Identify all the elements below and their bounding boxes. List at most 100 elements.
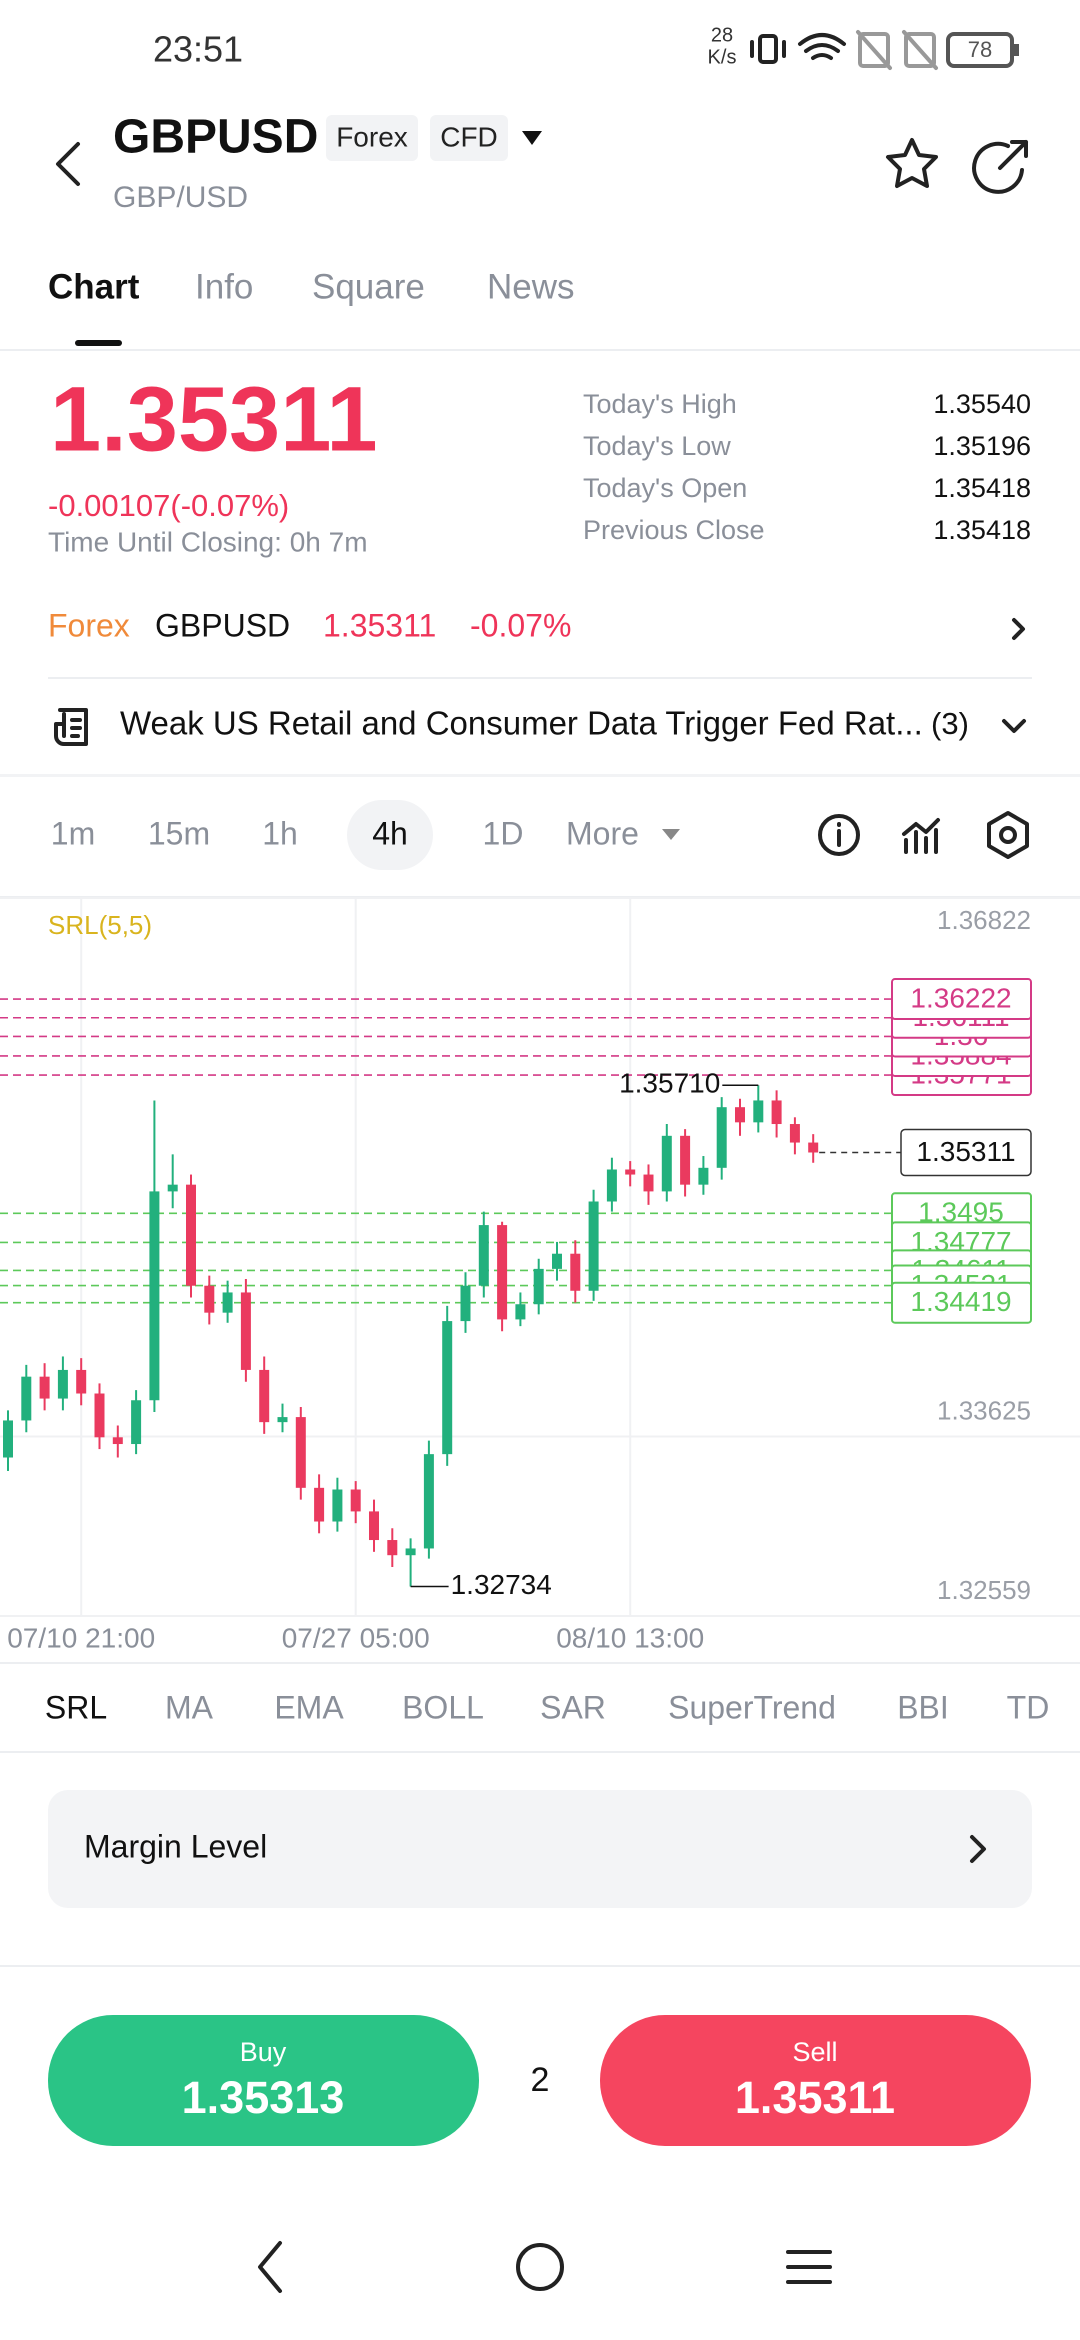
badge-bg [430, 115, 508, 161]
ticker-market: Forex [48, 607, 130, 643]
timeframe[interactable]: 1h [262, 815, 298, 851]
status-icons [750, 30, 1019, 70]
indicator-tab[interactable]: SuperTrend [668, 1689, 836, 1725]
timeframe[interactable]: 4h [372, 815, 408, 851]
candle-body [149, 1191, 160, 1401]
candle-body [789, 1124, 800, 1143]
candle-body [698, 1167, 709, 1185]
candle-body [643, 1174, 654, 1192]
tab[interactable]: News [487, 267, 575, 306]
candle-body [167, 1184, 178, 1192]
candle-body [186, 1184, 196, 1286]
share-button[interactable] [972, 140, 1028, 194]
indicator-label: SRL(5,5) [48, 910, 152, 940]
last-price-label: 1.35311 [916, 1136, 1015, 1167]
status-time: 23:51 [153, 29, 243, 70]
candle-body [222, 1292, 233, 1313]
candle-body [533, 1268, 544, 1305]
tab[interactable]: Chart [48, 267, 140, 306]
badge: CFD [440, 121, 498, 152]
stat-value: 1.35418 [933, 473, 1031, 503]
resistance-label: 1.36222 [910, 982, 1011, 1013]
news-icon [54, 708, 88, 746]
favorite-button[interactable] [886, 138, 938, 188]
indicator-tab[interactable]: TD [1007, 1689, 1050, 1725]
quantity: 2 [531, 2061, 550, 2099]
nav-menu[interactable] [786, 2250, 832, 2284]
buy-button[interactable] [48, 2015, 479, 2146]
closing-time: Time Until Closing: 0h 7m [48, 526, 368, 557]
candle-body [131, 1400, 142, 1445]
candle-body [204, 1285, 215, 1313]
candle-body [423, 1454, 434, 1549]
news-expand[interactable] [1002, 719, 1026, 733]
timeframe[interactable]: 15m [148, 815, 210, 851]
tab[interactable]: Square [312, 267, 425, 306]
resistance-box [891, 978, 1032, 1021]
symbol: GBPUSD [113, 111, 318, 164]
timeframes: 1m 15m 1h 4h 1D More [51, 815, 639, 851]
indicator-tabs: SRL MA EMA BOLL SAR SuperTrend BBI TD [45, 1689, 1049, 1725]
battery-level: 78 [968, 37, 992, 62]
candle-body [76, 1369, 87, 1394]
margin-card[interactable] [48, 1790, 1032, 1908]
indicator-tab[interactable]: BOLL [402, 1689, 484, 1725]
candle-body [661, 1135, 672, 1192]
buy-label: Buy [240, 2037, 287, 2067]
candlestick-chart: 1.36822 1.33625 1.32559 07/10 21:00 07/27 05… [0, 897, 1080, 1653]
subtitle: GBP/USD [113, 181, 248, 214]
candle-body [350, 1489, 361, 1512]
candle-body [277, 1417, 288, 1423]
sell-price: 1.35311 [735, 2072, 895, 2123]
ticker-chevron[interactable] [1012, 618, 1025, 640]
support-label: 1.34419 [910, 1286, 1011, 1317]
high-label: 1.35710 [619, 1068, 720, 1099]
indicator-tab[interactable]: MA [165, 1689, 214, 1725]
indicator-tab[interactable]: SAR [540, 1689, 606, 1725]
candle-body [442, 1321, 453, 1455]
indicator-tab[interactable]: BBI [897, 1689, 949, 1725]
x-tick-label: 07/10 21:00 [7, 1622, 155, 1653]
timeframe-selected [347, 800, 433, 870]
margin-label: Margin Level [84, 1828, 267, 1864]
nav-home[interactable] [516, 2243, 564, 2291]
x-tick-label: 07/27 05:00 [282, 1622, 430, 1653]
candle-body [497, 1225, 508, 1320]
badge-bg [326, 115, 418, 161]
candle-body [771, 1100, 782, 1125]
sell-button[interactable] [600, 2015, 1031, 2146]
candle-body [606, 1169, 617, 1202]
stat-label: Today's Low [583, 431, 731, 461]
stats: Today's High 1.35540 Today's Low 1.35196 Tod… [583, 389, 1031, 545]
timeframe[interactable]: 1D [483, 815, 524, 851]
candle-body [405, 1548, 416, 1556]
candle-body [295, 1417, 306, 1488]
candle-body [680, 1135, 691, 1185]
timeframe[interactable]: More [566, 815, 639, 851]
y-tick-label: 1.36822 [937, 905, 1031, 935]
dropdown-arrow[interactable] [522, 131, 542, 145]
indicator-tab[interactable]: SRL [45, 1689, 107, 1725]
candle-body [57, 1369, 68, 1399]
badge: Forex [336, 121, 408, 152]
timeframe[interactable]: 1m [51, 815, 95, 851]
candle-body [387, 1540, 398, 1556]
news-headline[interactable]: Weak US Retail and Consumer Data Trigger… [120, 705, 923, 742]
sell-label: Sell [792, 2037, 837, 2067]
candle-body [460, 1285, 471, 1322]
chart-tools[interactable] [818, 811, 1029, 859]
stat-value: 1.35196 [933, 431, 1031, 461]
candle-body [808, 1142, 819, 1153]
candle-body [515, 1304, 526, 1320]
candle-body [625, 1169, 636, 1175]
support-box [891, 1281, 1032, 1324]
status-speed: 28 [711, 24, 733, 46]
back-button[interactable] [56, 142, 80, 186]
tab[interactable]: Info [195, 267, 253, 306]
nav-back[interactable] [258, 2241, 282, 2293]
indicator-tab[interactable]: EMA [274, 1689, 344, 1725]
low-label: 1.32734 [451, 1569, 552, 1600]
candle-body [735, 1107, 745, 1123]
